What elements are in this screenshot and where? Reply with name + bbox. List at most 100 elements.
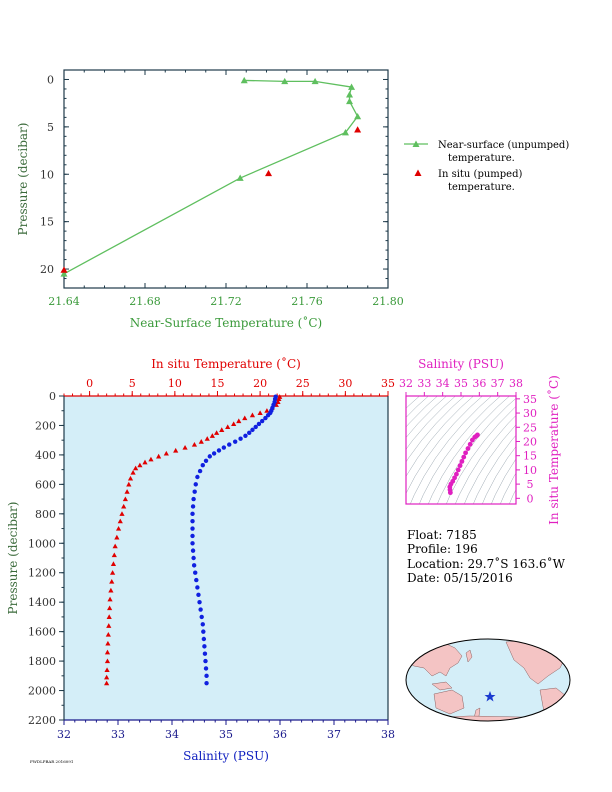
salinity-point [191, 555, 196, 561]
temperature-tick-label: 15 [210, 377, 224, 390]
ts-temperature-tick-label: 25 [523, 421, 537, 434]
temperature-point [121, 503, 127, 509]
density-contours [406, 376, 612, 514]
salinity-point [196, 592, 201, 598]
japan-landmass [465, 649, 473, 663]
ts-point [475, 432, 480, 438]
pressure-axis-label: Pressure (decibar) [6, 502, 20, 615]
temperature-point [111, 552, 117, 558]
temperature-point [122, 496, 128, 502]
indonesia-landmass [431, 681, 453, 691]
density-contour-line [454, 414, 516, 504]
density-contour-line [427, 396, 510, 504]
salinity-point [190, 548, 196, 553]
unpumped-point [60, 270, 68, 277]
pressure-tick-label: 2200 [28, 714, 56, 727]
salinity-point [190, 526, 195, 531]
temperature-point [257, 410, 263, 416]
temperature-point [107, 605, 113, 611]
temperature-tick-label: 5 [129, 377, 136, 390]
ts-salinity-tick-label: 35 [454, 377, 468, 390]
salinity-point [193, 570, 198, 575]
temperature-tick-label: 0 [86, 377, 93, 390]
temperature-tick-label: 30 [338, 377, 352, 390]
ts-temperature-tick-label: 15 [523, 450, 537, 463]
density-contour-line [418, 396, 501, 504]
temperature-point [236, 418, 242, 424]
float-location-star-icon [484, 691, 496, 702]
near-surface-plot-frame [63, 69, 389, 289]
antarctica-landmass [419, 715, 561, 721]
ts-plot-background [406, 396, 516, 504]
world-map [405, 638, 571, 722]
temperature-point [126, 481, 132, 487]
salinity-tick-label: 33 [111, 728, 125, 741]
salinity-point [192, 489, 197, 494]
pumped-point [60, 266, 68, 273]
salinity-point [197, 468, 203, 474]
australia-landmass [433, 689, 465, 715]
temperature-point [124, 489, 130, 494]
temperature-point [104, 680, 110, 686]
float-id: Float: 7185 [407, 528, 477, 542]
salinity-point [203, 458, 209, 463]
temperature-point [104, 649, 111, 655]
salinity-tick-label: 37 [327, 728, 341, 741]
temperature-point [198, 439, 204, 444]
float-info: Float: 7185 Profile: 196 Location: 29.7˚… [407, 528, 566, 585]
temperature-point [106, 623, 112, 628]
ts-point [459, 458, 465, 464]
unpumped-point [240, 76, 248, 84]
pressure-tick-label: 800 [35, 508, 56, 521]
salinity-point [194, 577, 199, 583]
near-surface-y-axis-label: Pressure (decibar) [16, 123, 30, 236]
y-tick-label: 5 [47, 121, 54, 134]
ts-point [452, 475, 457, 481]
ts-temperature-tick-label: 5 [527, 478, 534, 491]
salinity-tick-label: 38 [381, 728, 395, 741]
ts-salinity-tick-label: 38 [509, 377, 523, 390]
salinity-point [191, 496, 196, 502]
unpumped-point [236, 174, 244, 181]
ts-point [467, 441, 473, 447]
salinity-point [256, 421, 262, 427]
legend-label-pumped-line2: temperature. [448, 182, 515, 193]
salinity-point [190, 504, 196, 509]
density-contour-line [532, 376, 612, 514]
temperature-point [105, 640, 111, 646]
ts-salinity-axis-label: Salinity (PSU) [418, 357, 504, 371]
salinity-point [197, 599, 202, 605]
ts-temperature-tick-label: 20 [523, 435, 537, 448]
temperature-point [148, 456, 154, 462]
salinity-point [198, 607, 203, 612]
unpumped-point [311, 77, 319, 85]
temperature-point [163, 450, 169, 456]
ts-contour-group [406, 376, 612, 514]
temperature-point [249, 412, 256, 418]
x-tick-label: 21.64 [48, 295, 80, 308]
x-tick-label: 21.68 [129, 295, 161, 308]
ts-temperature-tick-label: 35 [523, 393, 537, 406]
temperature-point [104, 667, 110, 673]
date: Date: 05/15/2016 [407, 571, 513, 585]
temperature-point [107, 596, 113, 602]
temperature-point [106, 614, 112, 619]
temperature-point [182, 444, 188, 450]
x-tick-label: 21.80 [372, 295, 404, 308]
temperature-point [109, 578, 115, 584]
temperature-point [214, 430, 220, 435]
ts-point [454, 471, 459, 477]
legend-marker-unpumped [412, 140, 420, 147]
temperature-tick-label: 10 [168, 377, 182, 390]
legend-label-unpumped-line1: Near-surface (unpumped) [438, 140, 569, 151]
salinity-point [232, 439, 238, 444]
salinity-point [193, 482, 198, 487]
ts-temperature-axis-label: In situ Temperature (˚C) [546, 375, 561, 525]
temperature-point [191, 442, 198, 447]
profile-chart: 0 5 10 15 20 25 30 35 32 33 34 35 36 37 38 0 200 400 600 80… [6, 356, 395, 763]
ts-salinity-tick-label: 33 [417, 377, 431, 390]
pressure-tick-label: 1600 [28, 626, 56, 639]
salinity-axis-label: Salinity (PSU) [183, 749, 269, 763]
salinity-point [263, 415, 268, 421]
salinity-point [201, 629, 206, 634]
